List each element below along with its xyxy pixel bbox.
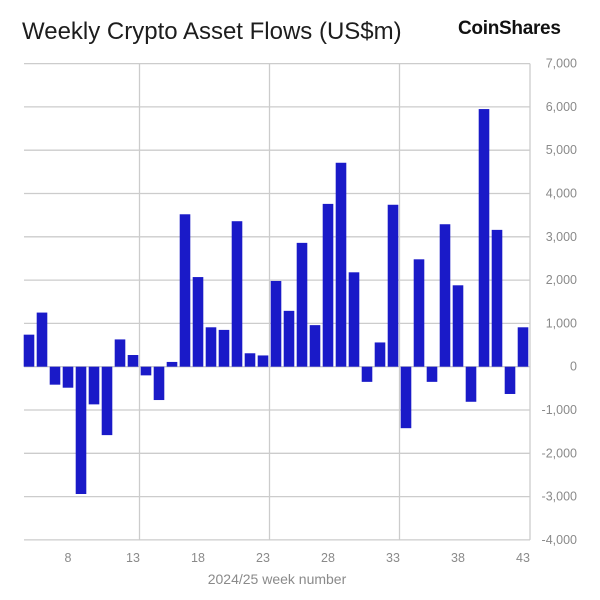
bar-week-9 — [75, 366, 87, 495]
bar-week-7 — [49, 366, 61, 385]
bar-week-25 — [283, 310, 295, 367]
y-tick-label: -4,000 — [542, 533, 577, 547]
bar-week-6 — [36, 312, 48, 367]
bar-week-13 — [127, 355, 139, 367]
bar-week-39 — [465, 366, 477, 402]
x-tick-label: 28 — [321, 551, 335, 565]
bar-week-27 — [309, 325, 321, 367]
bar-week-35 — [413, 259, 425, 367]
y-tick-label: 0 — [570, 360, 577, 374]
bar-week-43 — [517, 327, 529, 367]
bar-week-32 — [374, 342, 386, 367]
y-tick-label: 2,000 — [546, 273, 577, 287]
bar-week-26 — [296, 242, 308, 367]
x-axis-label: 2024/25 week number — [208, 571, 347, 587]
bar-week-41 — [491, 229, 503, 367]
coinshares-logo: CoinShares — [458, 18, 561, 39]
x-tick-label: 8 — [65, 551, 72, 565]
bar-week-29 — [335, 162, 347, 367]
y-tick-label: -3,000 — [542, 490, 577, 504]
bar-week-33 — [387, 204, 399, 367]
bar-week-18 — [192, 277, 204, 367]
x-tick-label: 43 — [516, 551, 530, 565]
y-tick-label: -2,000 — [542, 446, 577, 460]
y-tick-label: 5,000 — [546, 143, 577, 157]
bar-week-5 — [23, 334, 35, 367]
y-tick-label: -1,000 — [542, 403, 577, 417]
bar-week-30 — [348, 272, 360, 367]
bar-week-21 — [231, 221, 243, 367]
bar-week-17 — [179, 214, 191, 367]
bar-week-40 — [478, 109, 490, 367]
bar-week-11 — [101, 366, 113, 436]
bar-week-15 — [153, 366, 165, 401]
y-tick-label: 4,000 — [546, 187, 577, 201]
bar-week-19 — [205, 327, 217, 367]
y-tick-label: 6,000 — [546, 100, 577, 114]
y-tick-label: 1,000 — [546, 316, 577, 330]
bar-week-36 — [426, 366, 438, 382]
bar-week-22 — [244, 353, 256, 367]
bar-week-8 — [62, 366, 74, 388]
bar-week-42 — [504, 366, 516, 394]
bar-week-38 — [452, 285, 464, 367]
bar-week-37 — [439, 224, 451, 367]
bar-week-34 — [400, 366, 412, 429]
x-tick-label: 18 — [191, 551, 205, 565]
bar-week-16 — [166, 361, 178, 367]
bar-week-23 — [257, 355, 269, 367]
x-tick-label: 33 — [386, 551, 400, 565]
bar-week-20 — [218, 329, 230, 367]
y-tick-label: 7,000 — [546, 57, 577, 71]
x-tick-label: 13 — [126, 551, 140, 565]
x-tick-label: 38 — [451, 551, 465, 565]
chart-title: Weekly Crypto Asset Flows (US$m) — [22, 18, 402, 45]
y-tick-label: 3,000 — [546, 230, 577, 244]
x-tick-label: 23 — [256, 551, 270, 565]
bar-week-12 — [114, 339, 126, 367]
bar-week-31 — [361, 366, 373, 382]
bar-week-24 — [270, 280, 282, 367]
bar-week-14 — [140, 366, 152, 376]
bar-week-28 — [322, 203, 334, 367]
bar-week-10 — [88, 366, 100, 405]
